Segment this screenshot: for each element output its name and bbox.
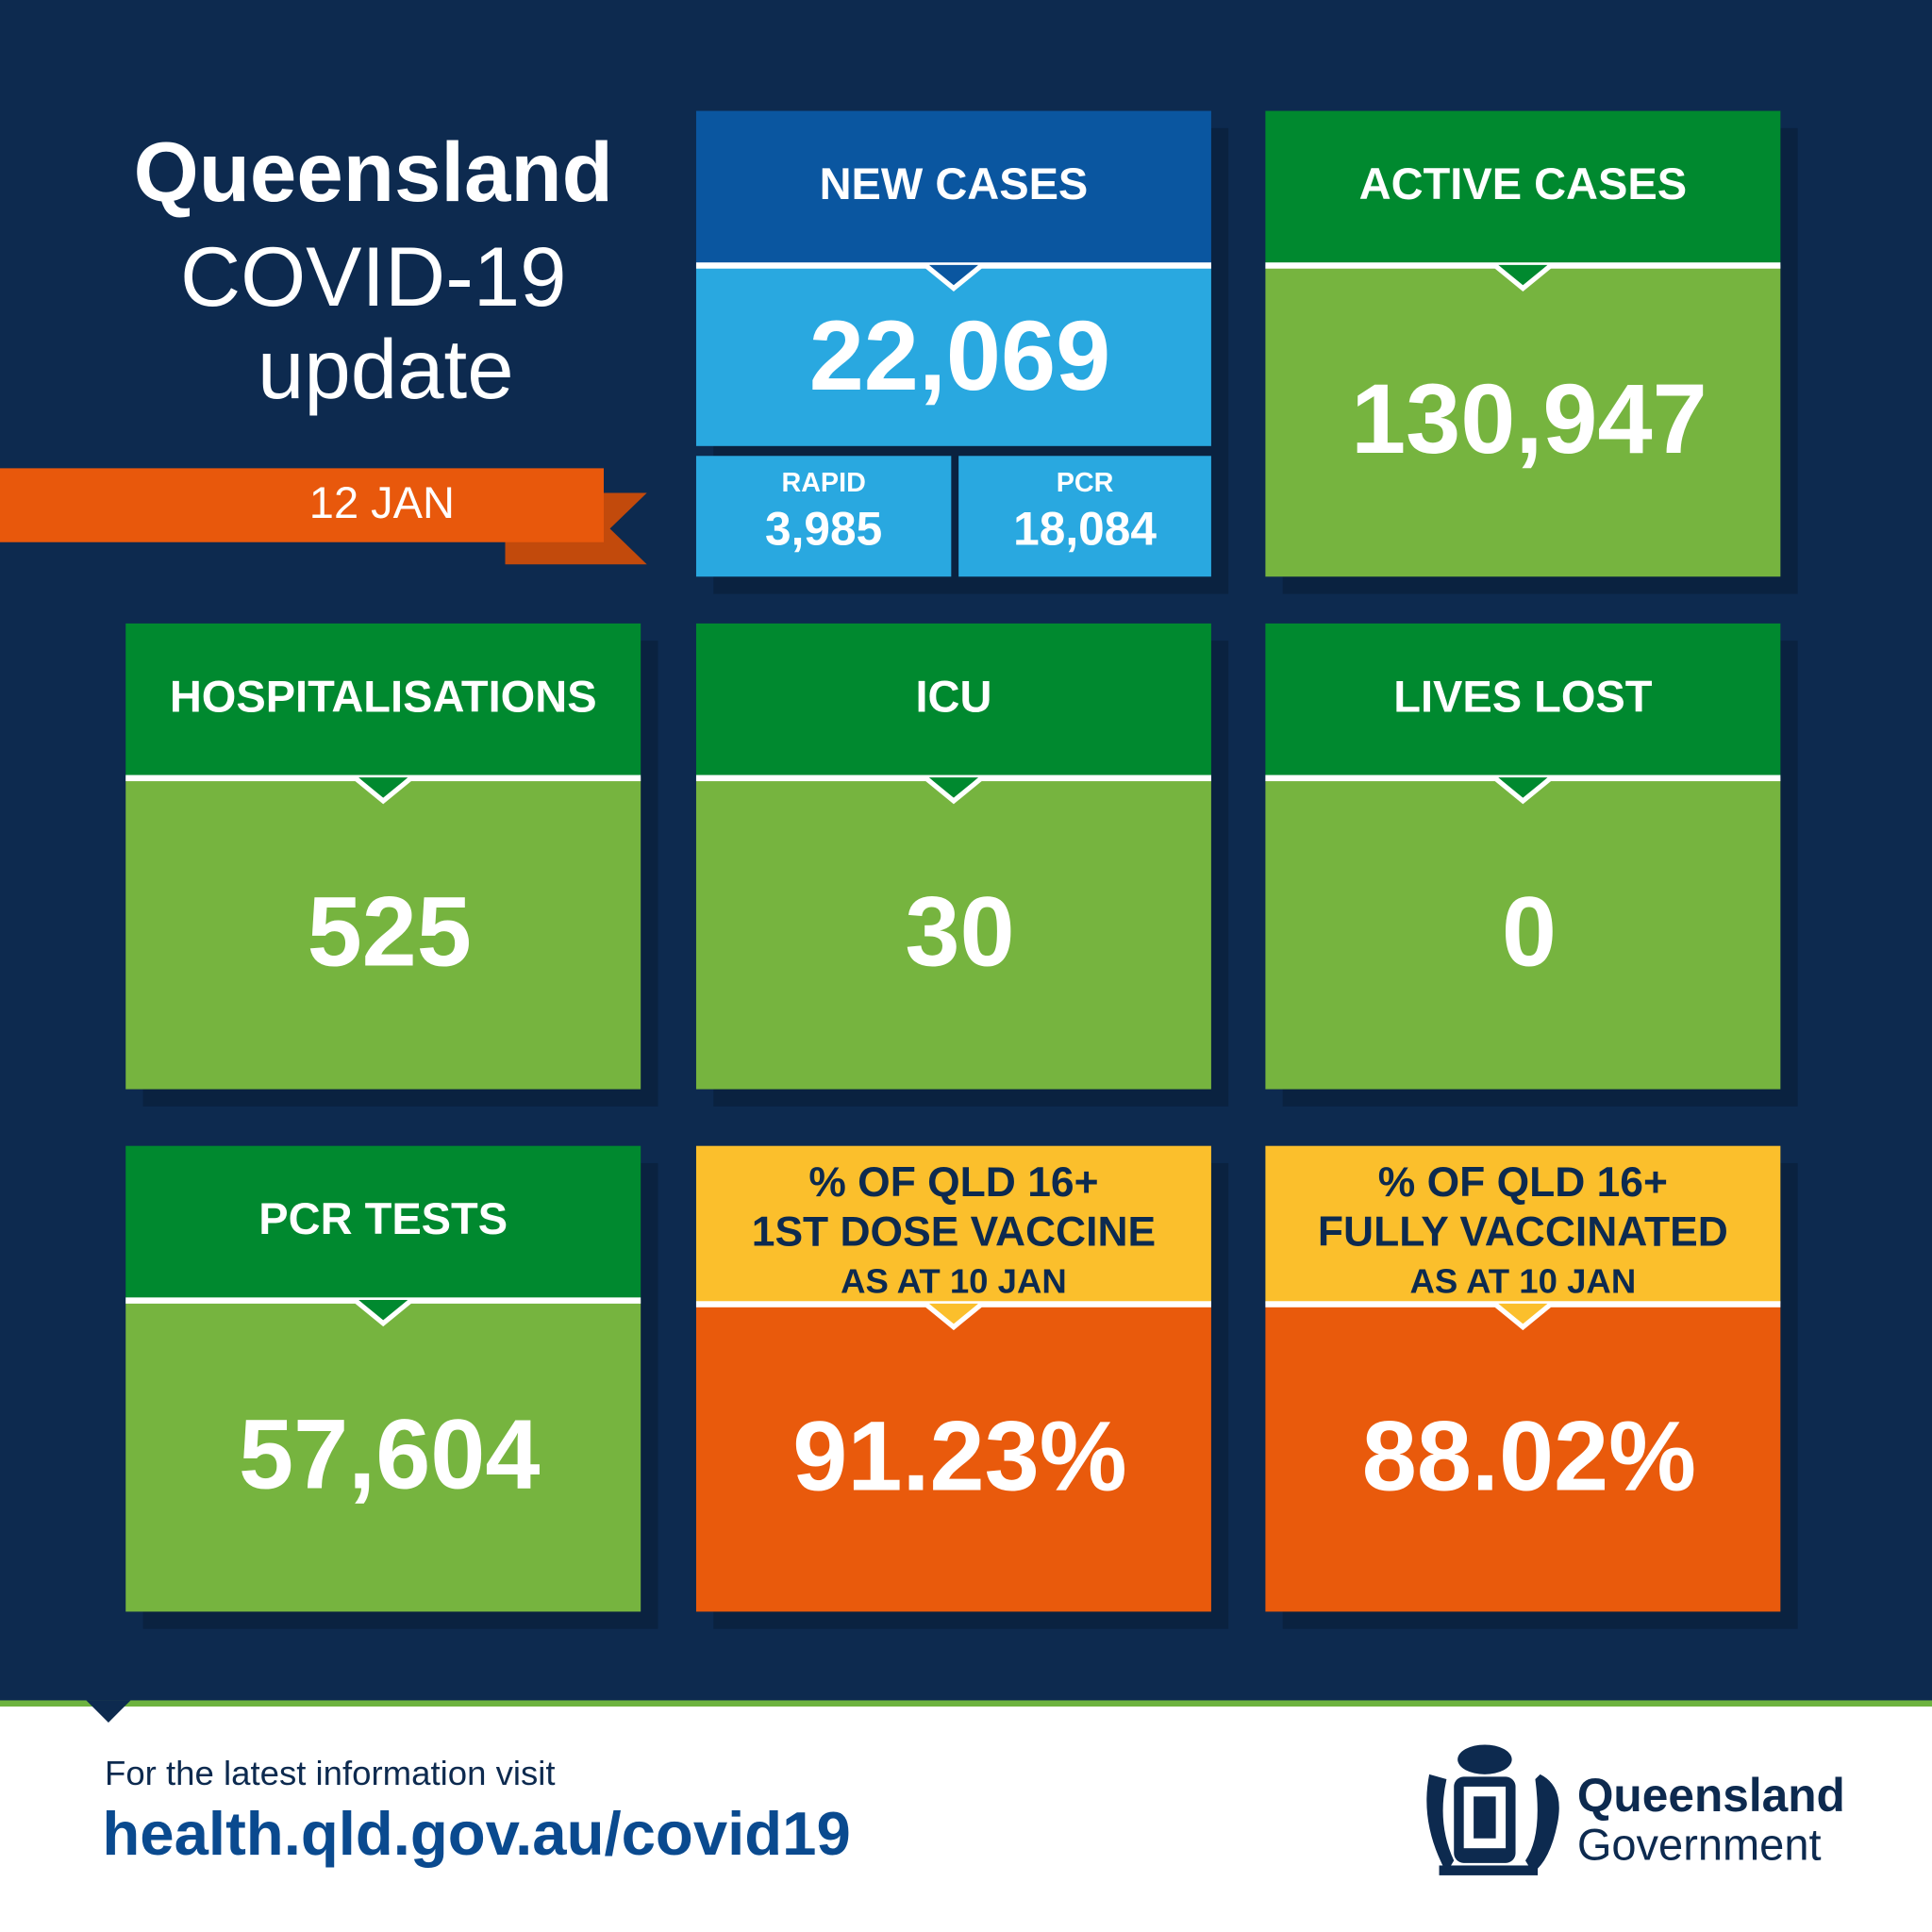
- tile-value: 88.02%: [1362, 1401, 1696, 1511]
- notch-edge: [1493, 264, 1552, 292]
- tile-value: 30: [905, 877, 1014, 988]
- tile-body: [1265, 777, 1781, 1090]
- tile-label: % OF QLD 16+: [808, 1159, 1098, 1206]
- tile-value: 57,604: [239, 1399, 541, 1509]
- tile-label: ICU: [915, 671, 991, 721]
- tile-body: [695, 777, 1211, 1090]
- tile-body: [1265, 1303, 1781, 1612]
- tile-header: [1265, 623, 1781, 778]
- tile-value: 0: [1502, 877, 1557, 988]
- tile-body: [125, 777, 641, 1090]
- ribbon: [0, 468, 604, 542]
- footer-notch: [86, 1700, 131, 1723]
- tile-label: AS AT 10 JAN: [1409, 1262, 1636, 1301]
- tile-label: NEW CASES: [820, 158, 1089, 208]
- tile-body: [695, 264, 1211, 446]
- sub-label: PCR: [1057, 468, 1114, 498]
- tile-label: ACTIVE CASES: [1359, 158, 1687, 208]
- tile-value: 130,947: [1351, 364, 1707, 475]
- tile-value: 22,069: [809, 301, 1111, 411]
- notch-edge: [354, 776, 412, 805]
- sub-box: [958, 456, 1211, 577]
- tile-label: AS AT 10 JAN: [841, 1262, 1067, 1301]
- notch: [358, 777, 408, 800]
- notch: [928, 777, 979, 800]
- crest: [1426, 1744, 1559, 1875]
- title: Queensland COVID-19 update: [134, 125, 613, 416]
- title-line: Queensland: [134, 125, 613, 219]
- notch: [928, 264, 979, 288]
- notch-edge: [1493, 776, 1552, 805]
- tile-header: [695, 1145, 1211, 1304]
- tile-header: [695, 110, 1211, 265]
- tile-label: FULLY VACCINATED: [1318, 1208, 1728, 1255]
- notch: [358, 1299, 408, 1323]
- tile-label: 1ST DOSE VACCINE: [752, 1208, 1156, 1255]
- tile-label: PCR TESTS: [258, 1193, 508, 1243]
- tile-body: [695, 1303, 1211, 1612]
- footer-text: For the latest information visit: [105, 1754, 556, 1792]
- tile-value: 91.23%: [792, 1401, 1126, 1511]
- footer-url[interactable]: health.qld.gov.au/covid19: [102, 1799, 850, 1868]
- tile-value: 525: [308, 877, 472, 988]
- notch-edge: [354, 1299, 412, 1327]
- tile-header: [1265, 1145, 1781, 1304]
- title-line: update: [258, 323, 514, 416]
- sub-value: 3,985: [765, 502, 882, 555]
- footer-line: [0, 1700, 1932, 1707]
- tile-label: HOSPITALISATIONS: [170, 671, 597, 721]
- sub-box: [695, 456, 952, 577]
- tile-header: [695, 623, 1211, 778]
- notch-edge: [1493, 1303, 1552, 1331]
- title-line: COVID-19: [180, 230, 567, 324]
- sub-label: RAPID: [781, 468, 865, 498]
- logo-line: Government: [1577, 1820, 1822, 1870]
- tiles: NEW CASES 22,069 RAPID 3,985 PCR 18,084 ACTIVE…: [125, 110, 1798, 1629]
- notch-edge: [924, 264, 983, 292]
- notch: [1498, 264, 1548, 288]
- tile-body: [1265, 264, 1781, 577]
- tile-label: % OF QLD 16+: [1378, 1159, 1668, 1206]
- sub-value: 18,084: [1013, 502, 1157, 555]
- notch-edge: [924, 1303, 983, 1331]
- tile-header: [1265, 110, 1781, 265]
- notch: [928, 1303, 979, 1326]
- tile-body: [125, 1299, 641, 1612]
- date: 12 JAN: [309, 477, 455, 527]
- tile-header: [125, 1145, 641, 1300]
- notch: [1498, 1303, 1548, 1326]
- notch-edge: [924, 776, 983, 805]
- tile-header: [125, 623, 641, 778]
- notch: [1498, 777, 1548, 800]
- logo-line: Queensland: [1577, 1769, 1845, 1822]
- tile-label: LIVES LOST: [1393, 671, 1653, 721]
